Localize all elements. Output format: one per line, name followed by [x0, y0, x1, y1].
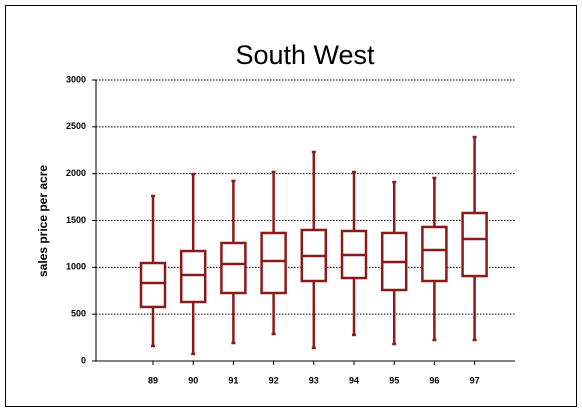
box [421, 225, 448, 283]
x-tick-label: 89 [148, 375, 158, 385]
y-axis-label: sales price per acre [36, 165, 50, 277]
x-tick-label: 93 [309, 375, 319, 385]
x-tick-label: 97 [470, 375, 480, 385]
y-tick-label: 2500 [66, 121, 86, 131]
box [139, 261, 167, 309]
x-tick-label: 90 [188, 375, 198, 385]
y-tick-label: 3000 [66, 74, 86, 84]
y-tick-label: 1500 [66, 215, 86, 225]
y-tick-label: 500 [71, 309, 86, 319]
y-tick-label: 1000 [66, 262, 86, 272]
y-tick-label: 0 [81, 355, 86, 365]
x-tick-label: 96 [429, 375, 439, 385]
box [260, 231, 287, 295]
box [220, 241, 247, 295]
x-tick-label: 94 [349, 375, 359, 385]
chart-title: South West [235, 40, 375, 70]
box [461, 211, 488, 278]
x-tick-label: 92 [269, 375, 279, 385]
x-tick-label: 95 [389, 375, 399, 385]
y-tick-label: 2000 [66, 168, 86, 178]
chart-border [5, 5, 577, 407]
x-tick-label: 91 [228, 375, 238, 385]
box [179, 249, 207, 304]
